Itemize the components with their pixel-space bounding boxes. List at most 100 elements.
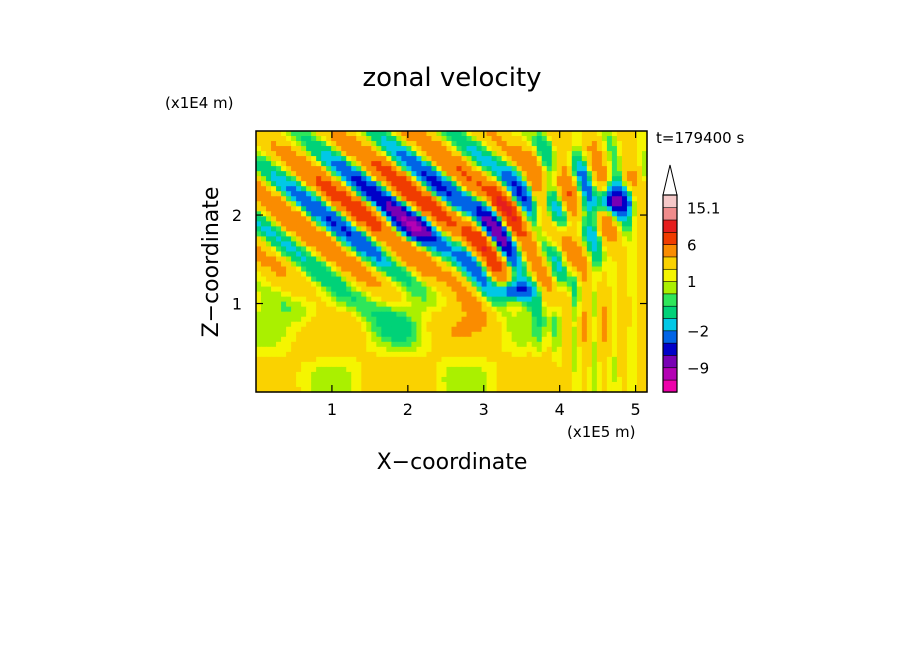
field-cell (366, 361, 372, 368)
field-cell (591, 216, 598, 222)
field-cell (611, 356, 618, 363)
field-cell (366, 171, 372, 177)
field-cell (271, 311, 277, 318)
field-cell (416, 371, 423, 378)
field-cell (641, 306, 648, 313)
field-cell (301, 206, 307, 212)
field-cell (396, 336, 402, 343)
field-cell (586, 311, 593, 318)
field-cell (386, 216, 392, 222)
field-cell (576, 221, 583, 227)
field-cell (386, 346, 392, 353)
field-cell (376, 216, 382, 222)
field-cell (471, 281, 478, 288)
field-cell (301, 366, 307, 373)
field-cell (506, 231, 513, 237)
field-cell (496, 291, 503, 298)
field-cell (556, 291, 563, 298)
field-cell (466, 211, 473, 217)
field-cell (621, 326, 628, 333)
field-cell (266, 196, 272, 202)
field-cell (476, 136, 483, 142)
field-cell (466, 171, 473, 177)
field-cell (471, 191, 478, 197)
field-cell (496, 176, 503, 182)
field-cell (571, 246, 578, 253)
field-cell (416, 136, 423, 142)
field-cell (471, 331, 478, 338)
field-cell (376, 356, 382, 363)
field-cell (626, 201, 633, 207)
field-cell (461, 336, 468, 343)
field-cell (526, 326, 533, 333)
field-cell (266, 371, 272, 378)
field-cell (426, 376, 433, 383)
field-cell (386, 201, 392, 207)
field-cell (286, 366, 292, 373)
field-cell (386, 296, 392, 303)
field-cell (466, 196, 473, 202)
field-cell (531, 196, 538, 202)
field-cell (361, 311, 367, 318)
field-cell (376, 131, 382, 137)
field-cell (446, 266, 453, 273)
field-cell (531, 206, 538, 212)
field-cell (411, 236, 418, 243)
field-cell (351, 246, 357, 253)
field-cell (501, 331, 508, 338)
field-cell (546, 371, 553, 378)
field-cell (636, 156, 643, 162)
field-cell (641, 221, 648, 227)
field-cell (481, 211, 488, 217)
x-tick-label: 1 (327, 400, 337, 419)
field-cell (326, 376, 332, 383)
field-cell (451, 171, 458, 177)
field-cell (541, 176, 548, 182)
field-cell (596, 221, 603, 227)
field-cell (576, 256, 583, 263)
field-cell (511, 381, 518, 388)
field-cell (456, 166, 463, 172)
field-cell (521, 211, 528, 217)
field-cell (596, 246, 603, 253)
field-cell (291, 266, 297, 273)
field-cell (591, 166, 598, 172)
field-cell (386, 276, 392, 283)
field-cell (421, 241, 428, 248)
field-cell (416, 276, 423, 283)
field-cell (511, 281, 518, 288)
field-cell (421, 181, 428, 187)
field-cell (276, 281, 282, 288)
field-cell (286, 216, 292, 222)
field-cell (641, 151, 648, 157)
field-cell (376, 266, 382, 273)
field-cell (371, 231, 377, 237)
field-cell (506, 136, 513, 142)
field-cell (531, 231, 538, 237)
field-cell (561, 156, 568, 162)
field-cell (371, 171, 377, 177)
field-cell (396, 351, 402, 358)
field-cell (571, 216, 578, 222)
field-cell (611, 251, 618, 258)
field-cell (281, 386, 287, 393)
field-cell (356, 201, 362, 207)
field-cell (301, 186, 307, 192)
field-cell (446, 136, 453, 142)
field-cell (446, 131, 453, 137)
field-cell (306, 296, 312, 303)
field-cell (391, 221, 397, 227)
field-cell (306, 191, 312, 197)
field-cell (311, 321, 317, 328)
field-cell (476, 246, 483, 253)
field-cell (306, 251, 312, 258)
field-cell (531, 276, 538, 283)
field-cell (581, 191, 588, 197)
field-cell (366, 221, 372, 227)
field-cell (316, 211, 322, 217)
field-cell (396, 186, 402, 192)
field-cell (316, 191, 322, 197)
field-cell (301, 161, 307, 167)
field-cell (306, 371, 312, 378)
field-cell (616, 351, 623, 358)
